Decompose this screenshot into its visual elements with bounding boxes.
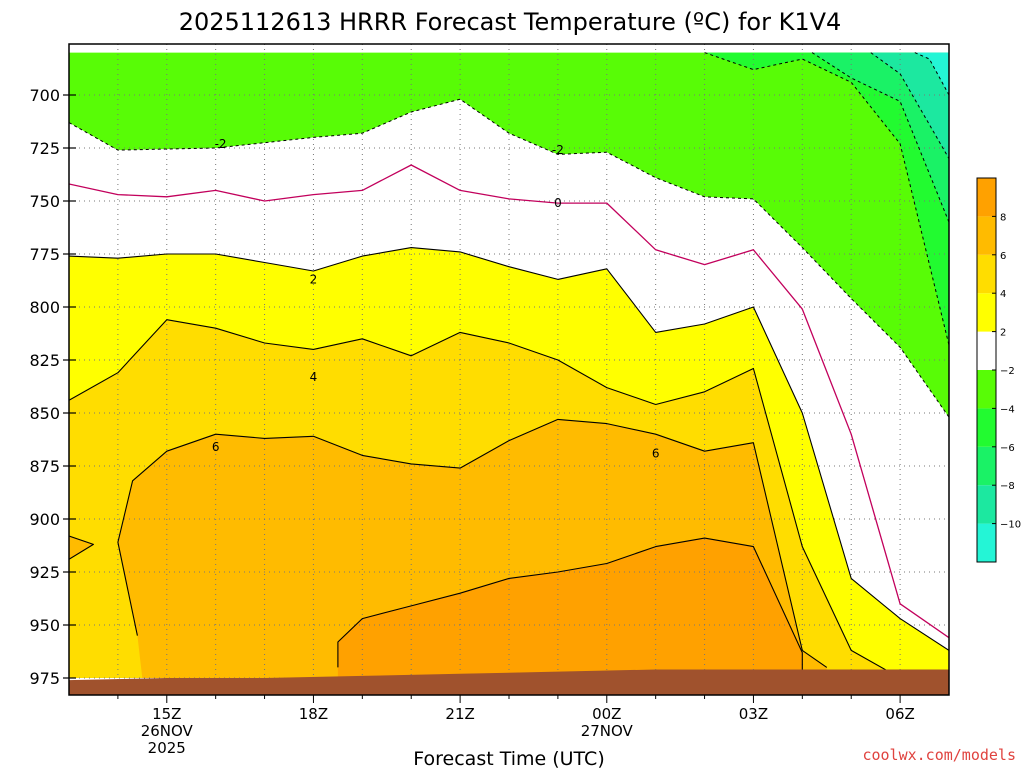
contour-line-6 bbox=[117, 418, 828, 668]
chart-title: 2025112613 HRRR Forecast Temperature (ºC… bbox=[179, 8, 842, 36]
contour-line-0 bbox=[69, 164, 949, 639]
terrain-ground bbox=[69, 669, 949, 695]
colorbar-label: −6 bbox=[1000, 443, 1015, 454]
x-axis-label: Forecast Time (UTC) bbox=[413, 748, 604, 768]
colorbar-bin bbox=[977, 485, 996, 524]
contour-label: 4 bbox=[310, 370, 318, 384]
region-cyan_-6_-4 bbox=[704, 52, 949, 346]
x-tick-label: 15Z bbox=[152, 705, 181, 723]
colorbar-bin bbox=[977, 446, 996, 486]
region-cyan_-10_-8 bbox=[870, 52, 949, 159]
y-tick-label: 900 bbox=[29, 510, 60, 529]
contour-label: 6 bbox=[652, 446, 660, 460]
colorbar-legend: −10 −8 −6 −4 −2 2 4 6 8 bbox=[976, 177, 1021, 563]
colorbar-bin bbox=[977, 293, 996, 332]
colorbar-label: 4 bbox=[1000, 289, 1006, 300]
colorbar-label: 8 bbox=[1000, 212, 1006, 223]
x-tick-sublabel: 27NOV bbox=[581, 722, 634, 740]
y-tick-label: 850 bbox=[29, 404, 60, 423]
colorbar-bin bbox=[977, 408, 996, 447]
contour-label: 2 bbox=[310, 272, 318, 286]
y-tick-label: 875 bbox=[29, 457, 60, 476]
credit-text: coolwx.com/models bbox=[862, 746, 1016, 764]
colorbar-label: −8 bbox=[1000, 481, 1015, 492]
contour-line--4 bbox=[704, 52, 949, 346]
y-tick-label: 750 bbox=[29, 192, 60, 211]
colorbar-label: −10 bbox=[1000, 520, 1021, 531]
contour-label: -2 bbox=[552, 143, 564, 157]
colorbar-bin bbox=[977, 178, 996, 217]
x-tick-sublabel: 2025 bbox=[148, 739, 186, 757]
colorbar-label: 6 bbox=[1000, 251, 1006, 262]
contour-line--2 bbox=[69, 98, 949, 418]
colorbar-bin bbox=[977, 254, 996, 294]
contour-line-8 bbox=[337, 537, 803, 674]
contour-label: 0 bbox=[554, 196, 562, 210]
colorbar-bin bbox=[977, 370, 996, 409]
contour-line--10 bbox=[914, 52, 949, 96]
colorbar-bin bbox=[977, 523, 996, 562]
y-tick-label: 925 bbox=[29, 563, 60, 582]
contour-line-4 bbox=[69, 319, 901, 679]
y-tick-label: 975 bbox=[29, 669, 60, 688]
temperature-fill-regions bbox=[69, 52, 949, 679]
x-tick-label: 00Z bbox=[592, 705, 621, 723]
y-axis-pressure: 700 725 750 775 800 825 850 875 900 925 950 975 bbox=[29, 86, 76, 688]
y-tick-label: 950 bbox=[29, 616, 60, 635]
colorbar-label: −4 bbox=[1000, 404, 1015, 415]
contour-line--8 bbox=[870, 52, 949, 159]
x-tick-label: 21Z bbox=[445, 705, 474, 723]
y-tick-label: 725 bbox=[29, 139, 60, 158]
x-tick-label: 03Z bbox=[739, 705, 768, 723]
x-tick-label: 18Z bbox=[299, 705, 328, 723]
plot-area: -2 -2 0 2 4 6 6 bbox=[69, 44, 949, 695]
y-tick-label: 775 bbox=[29, 245, 60, 264]
colorbar-label: −2 bbox=[1000, 366, 1015, 377]
region-darkorange_8_10 bbox=[337, 538, 803, 678]
contour-labels: -2 -2 0 2 4 6 6 bbox=[212, 137, 660, 461]
region-cyan_-12_-10 bbox=[914, 52, 949, 95]
contour-label: 6 bbox=[212, 440, 220, 454]
contour-line-6 bbox=[69, 535, 94, 560]
contour-lines bbox=[69, 52, 949, 679]
contour-label: -2 bbox=[215, 137, 227, 151]
colorbar-bin bbox=[977, 331, 996, 370]
contour-line-2 bbox=[69, 247, 949, 651]
colorbar-bin bbox=[977, 216, 996, 255]
y-tick-label: 800 bbox=[29, 298, 60, 317]
contour-line--6 bbox=[811, 52, 949, 223]
x-tick-sublabel: 26NOV bbox=[141, 722, 194, 740]
colorbar-label: 2 bbox=[1000, 328, 1006, 339]
x-tick-label: 06Z bbox=[885, 705, 914, 723]
region-orange_6_8 bbox=[69, 536, 94, 678]
terrain-fill bbox=[69, 669, 949, 695]
y-tick-label: 825 bbox=[29, 351, 60, 370]
y-tick-label: 700 bbox=[29, 86, 60, 105]
